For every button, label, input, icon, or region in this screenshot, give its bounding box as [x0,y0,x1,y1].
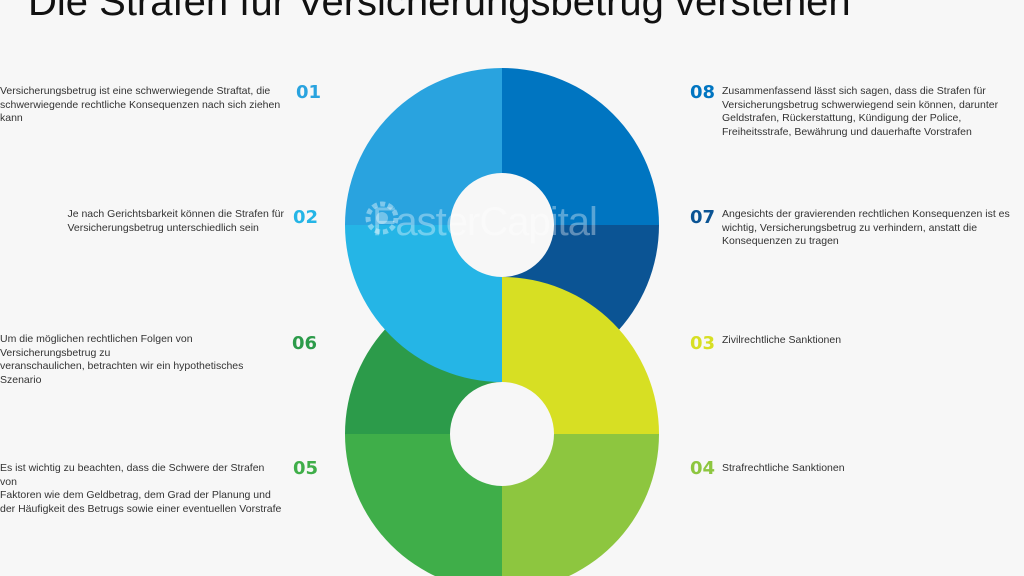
number-07: 07 [690,207,715,228]
text-05: Es ist wichtig zu beachten, dass die Sch… [0,462,284,516]
number-03: 03 [690,333,715,354]
text-01: Versicherungsbetrug ist eine schwerwiege… [0,85,284,126]
number-02: 02 [293,207,318,228]
number-04: 04 [690,458,715,479]
number-08: 08 [690,82,715,103]
text-08: Zusammenfassend lässt sich sagen, dass d… [722,85,1024,139]
text-03: Zivilrechtliche Sanktionen [722,334,1024,348]
number-01: 01 [296,82,321,103]
number-06: 06 [292,333,317,354]
text-02: Je nach Gerichtsbarkeit können die Straf… [67,208,284,235]
text-04: Strafrechtliche Sanktionen [722,462,1024,476]
segment-04 [502,434,659,576]
text-06: Um die möglichen rechtlichen Folgen von … [0,333,284,387]
segment-05 [345,434,502,576]
number-05: 05 [293,458,318,479]
text-07: Angesichts der gravierenden rechtlichen … [722,208,1024,249]
watermark-text: FasterCapital [372,200,597,245]
